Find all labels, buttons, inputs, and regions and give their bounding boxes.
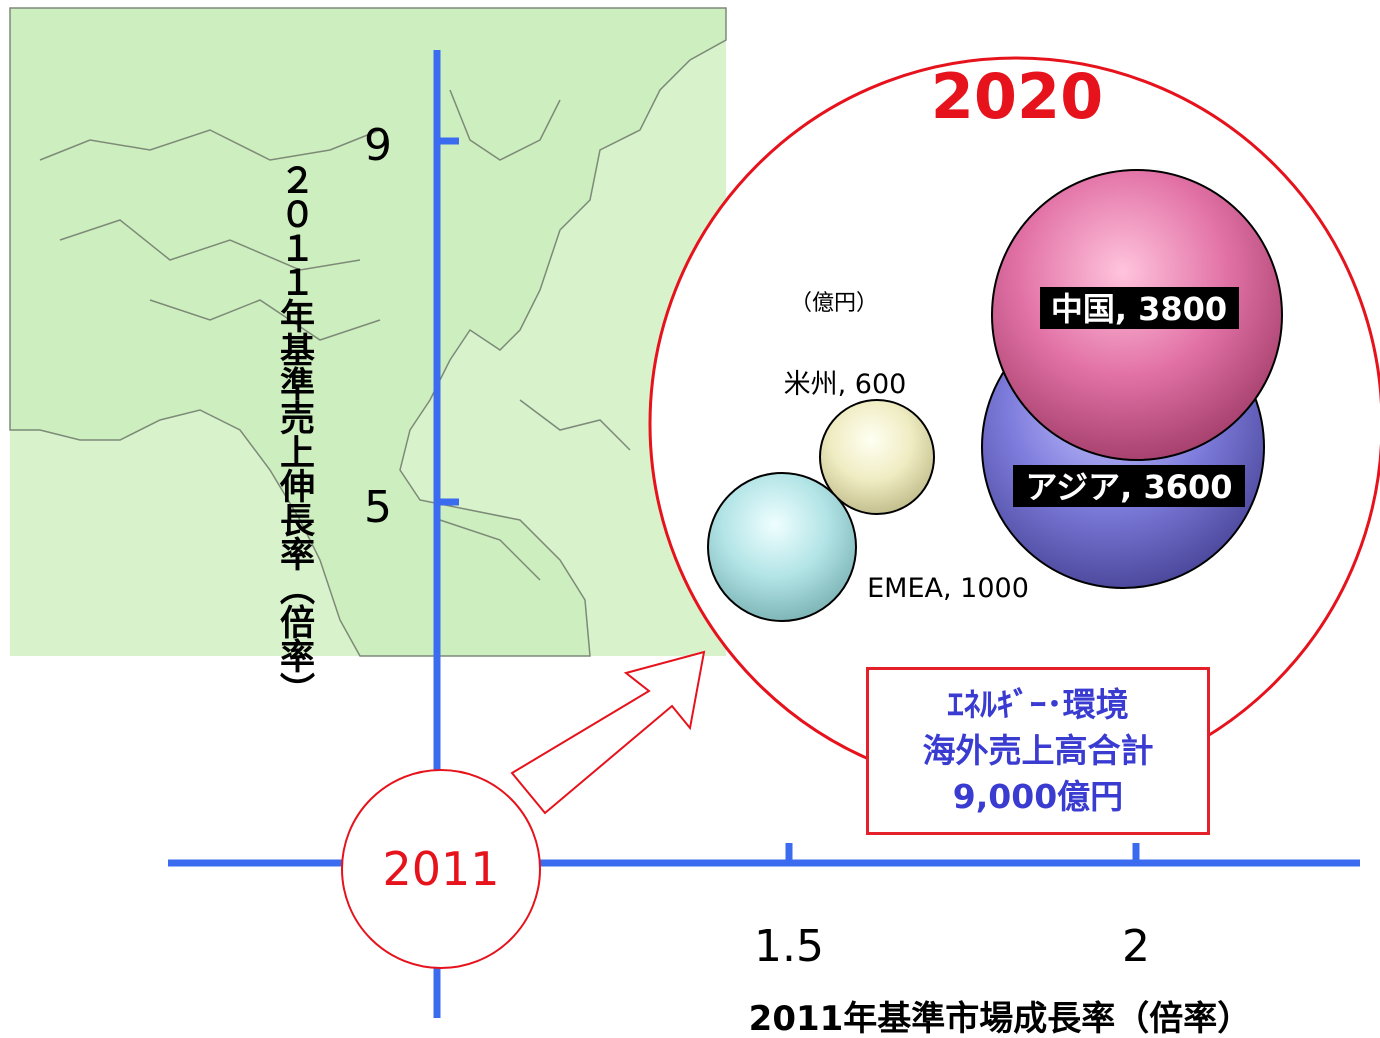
bubble-label-americas: 米州, 600 xyxy=(784,369,907,400)
y-axis-label: ２０１１年基準売上伸長率（倍率） xyxy=(268,162,320,706)
arrow-2011-to-2020 xyxy=(512,652,704,813)
y-tick-label-5: 5 xyxy=(364,482,392,533)
asia-map-background xyxy=(1,8,726,660)
bubble-label-asia: アジア, 3600 xyxy=(1025,468,1232,506)
bubble-emea xyxy=(708,473,856,621)
bubble-label-china: 中国, 3800 xyxy=(1051,290,1227,328)
bubble-label-emea: EMEA, 1000 xyxy=(867,573,1029,604)
total-box-line3: 9,000億円 xyxy=(953,774,1123,820)
total-sales-box: ｴﾈﾙｷﾞｰ･環境 海外売上高合計 9,000億円 xyxy=(866,667,1210,835)
y-tick-label-9: 9 xyxy=(364,120,392,171)
chart-title-2020: 2020 xyxy=(931,60,1104,133)
x-tick-label-1-5: 1.5 xyxy=(754,921,824,972)
x-tick-label-2: 2 xyxy=(1122,921,1150,972)
origin-label-2011: 2011 xyxy=(382,842,499,896)
total-box-line1: ｴﾈﾙｷﾞｰ･環境 xyxy=(947,682,1129,728)
unit-note: （億円） xyxy=(790,291,878,316)
x-axis-label: 2011年基準市場成長率（倍率） xyxy=(749,999,1252,1038)
total-box-line2: 海外売上高合計 xyxy=(923,728,1154,774)
